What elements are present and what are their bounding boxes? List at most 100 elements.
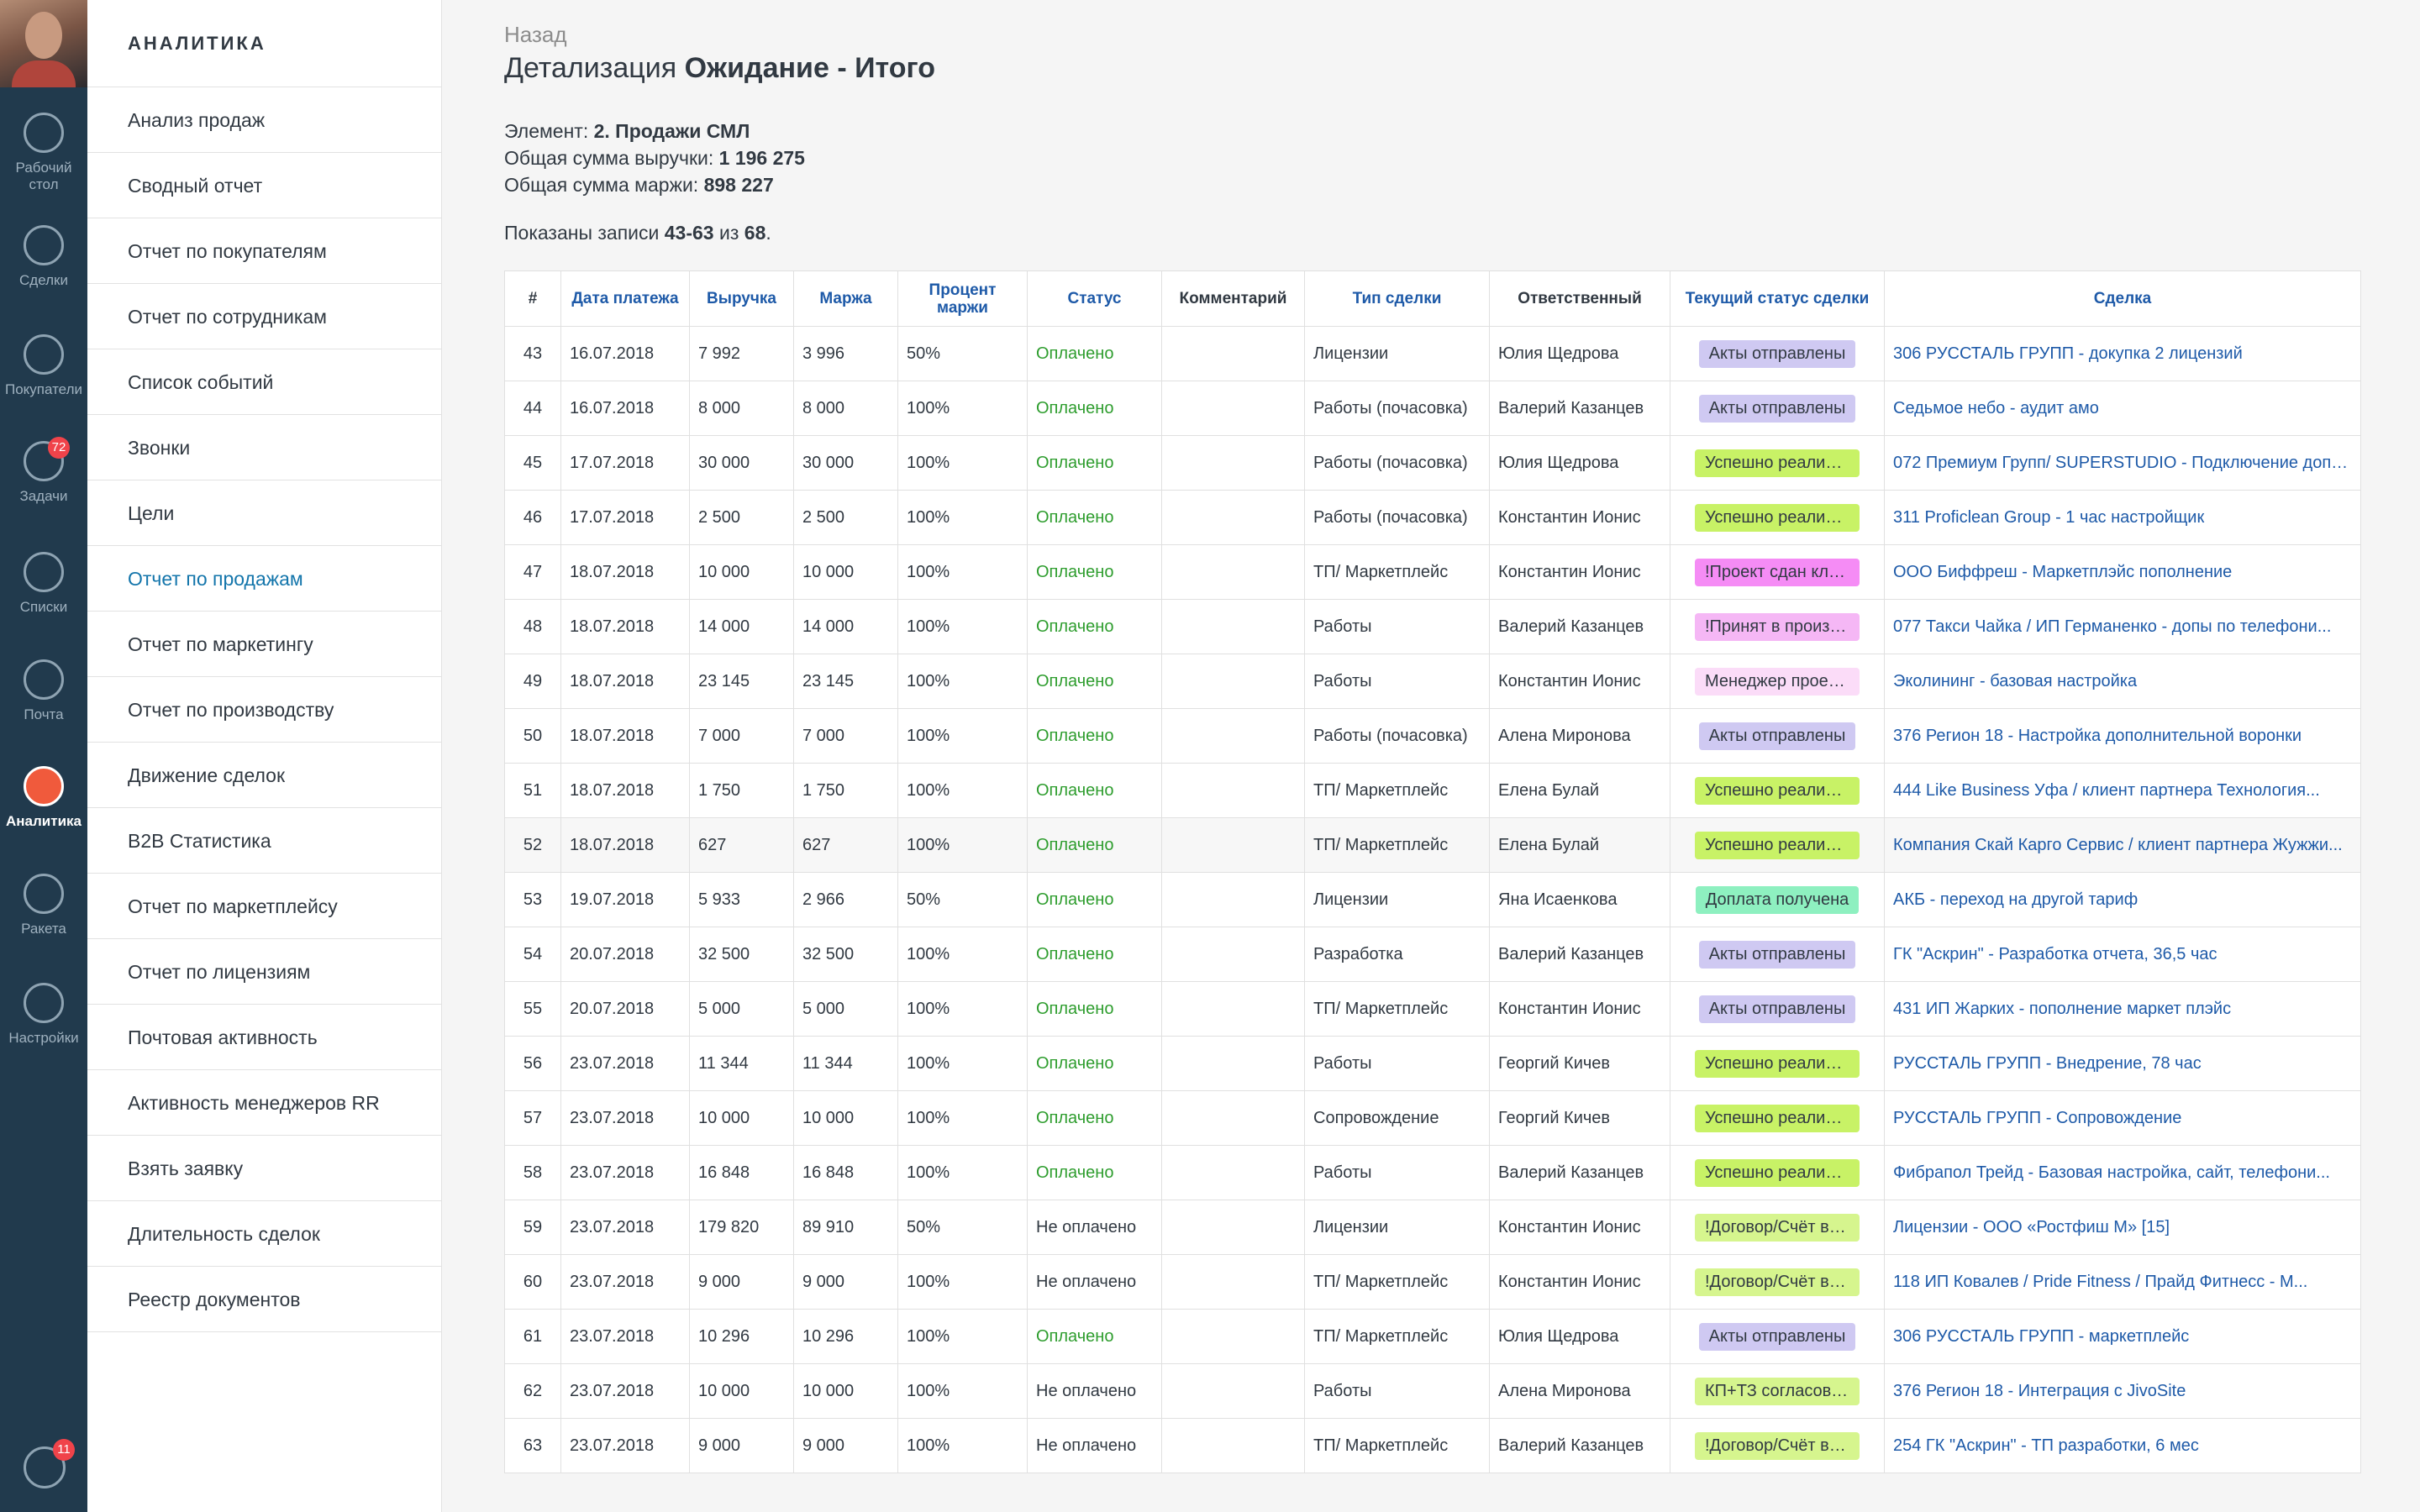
avatar[interactable] [0,0,87,87]
table-row: 43 16.07.2018 7 992 3 996 50% Оплачено Лицензи… [504,326,2361,381]
sidebar-item[interactable]: Анализ продаж [87,87,441,153]
column-header[interactable]: Маржа [793,270,898,327]
sidebar-item[interactable]: Отчет по маркетингу [87,612,441,677]
deal-link[interactable]: ГК "Аскрин" - Разработка отчета, 36,5 ча… [1884,927,2361,982]
table-cell: Лицензии [1304,1200,1490,1255]
table-cell: 50% [897,326,1028,381]
nav-item-lists[interactable]: Списки [0,552,87,616]
table-cell: Работы [1304,654,1490,709]
deal-link[interactable]: АКБ - переход на другой тариф [1884,872,2361,927]
table-cell: Работы (почасовка) [1304,435,1490,491]
deal-link[interactable]: Компания Скай Карго Сервис / клиент парт… [1884,817,2361,873]
column-header[interactable]: Статус [1027,270,1162,327]
chat-icon[interactable]: 11 [24,1439,75,1488]
back-link[interactable]: Назад [504,22,567,47]
sidebar-item[interactable]: Список событий [87,349,441,415]
deal-status-cell: Акты отправлены [1670,326,1885,381]
sidebar-heading: АНАЛИТИКА [87,0,441,87]
sidebar-item[interactable]: B2B Статистика [87,808,441,874]
sidebar-item[interactable]: Звонки [87,415,441,480]
sidebar-item[interactable]: Отчет по лицензиям [87,939,441,1005]
table-cell [1161,599,1305,654]
deal-link[interactable]: Лицензии - ООО «Ростфиш М» [15] [1884,1200,2361,1255]
deal-link[interactable]: 077 Такси Чайка / ИП Германенко - допы п… [1884,599,2361,654]
deal-link[interactable]: 254 ГК "Аскрин" - ТП разработки, 6 мес [1884,1418,2361,1473]
status-badge: Успешно реализов... [1695,1104,1860,1132]
deal-link[interactable]: РУССТАЛЬ ГРУПП - Сопровождение [1884,1090,2361,1146]
table-cell: 10 000 [689,1363,794,1419]
table-cell: Юлия Щедрова [1489,326,1670,381]
deal-link[interactable]: 444 Like Business Уфа / клиент партнера … [1884,763,2361,818]
nav-item-customers[interactable]: Покупатели [0,334,87,398]
deal-link[interactable]: ООО Биффреш - Маркетплэйс пополнение [1884,544,2361,600]
sidebar-item[interactable]: Движение сделок [87,743,441,808]
nav-item-dashboard[interactable]: Рабочий стол [0,113,87,193]
table-cell: 18.07.2018 [560,654,690,709]
table-cell: 58 [504,1145,561,1200]
column-header[interactable]: Сделка [1884,270,2361,327]
table-cell: 1 750 [689,763,794,818]
deal-link[interactable]: 118 ИП Ковалев / Pride Fitness / Прайд Ф… [1884,1254,2361,1310]
deal-link[interactable]: Эколининг - базовая настройка [1884,654,2361,709]
table-cell: 100% [897,1309,1028,1364]
table-cell: 54 [504,927,561,982]
deal-link[interactable]: Седьмое небо - аудит амо [1884,381,2361,436]
deal-link[interactable]: 431 ИП Жарких - пополнение маркет плэйс [1884,981,2361,1037]
sidebar-item[interactable]: Сводный отчет [87,153,441,218]
deal-status-cell: Акты отправлены [1670,381,1885,436]
table-cell: 16 848 [793,1145,898,1200]
deal-link[interactable]: 306 РУССТАЛЬ ГРУПП - маркетплейс [1884,1309,2361,1364]
table-cell [1161,927,1305,982]
status-badge: Менеджер проект... [1695,667,1860,696]
nav-item-settings[interactable]: Настройки [0,983,87,1047]
deal-link[interactable]: 311 Proficlean Group - 1 час настройщик [1884,490,2361,545]
table-cell: 10 000 [793,1363,898,1419]
deal-link[interactable]: 376 Регион 18 - Интеграция с JivoSite [1884,1363,2361,1419]
table-cell: 100% [897,981,1028,1037]
column-header[interactable]: Текущий статус сделки [1670,270,1885,327]
nav-item-deals[interactable]: Сделки [0,225,87,289]
deal-link[interactable]: РУССТАЛЬ ГРУПП - Внедрение, 78 час [1884,1036,2361,1091]
deal-link[interactable]: 306 РУССТАЛЬ ГРУПП - докупка 2 лицензий [1884,326,2361,381]
table-cell: Юлия Щедрова [1489,435,1670,491]
column-header[interactable]: Выручка [689,270,794,327]
sidebar-item[interactable]: Активность менеджеров RR [87,1070,441,1136]
sidebar-item[interactable]: Отчет по покупателям [87,218,441,284]
column-header[interactable]: Тип сделки [1304,270,1490,327]
column-header[interactable]: Дата платежа [560,270,690,327]
deal-link[interactable]: 072 Премиум Групп/ SUPERSTUDIO - Подключ… [1884,435,2361,491]
deal-status-cell: Акты отправлены [1670,981,1885,1037]
column-header[interactable]: # [504,270,561,327]
table-cell [1161,654,1305,709]
table-cell [1161,872,1305,927]
nav-item-analytics[interactable]: Аналитика [0,766,87,830]
column-header[interactable]: Процент маржи [897,270,1028,327]
sidebar-item[interactable]: Отчет по маркетплейсу [87,874,441,939]
status-badge: !Договор/Счёт выс... [1695,1268,1860,1296]
sidebar-item[interactable]: Отчет по продажам [87,546,441,612]
sidebar-item[interactable]: Цели [87,480,441,546]
sidebar-item[interactable]: Длительность сделок [87,1201,441,1267]
column-header[interactable]: Комментарий [1161,270,1305,327]
table-cell: 14 000 [689,599,794,654]
sidebar-item[interactable]: Отчет по сотрудникам [87,284,441,349]
sidebar-item[interactable]: Почтовая активность [87,1005,441,1070]
sidebar-item[interactable]: Отчет по производству [87,677,441,743]
deal-link[interactable]: Фибрапол Трейд - Базовая настройка, сайт… [1884,1145,2361,1200]
table-cell: Работы (почасовка) [1304,490,1490,545]
table-cell: ТП/ Маркетплейс [1304,1254,1490,1310]
table-cell: 9 000 [793,1418,898,1473]
nav-item-mail[interactable]: Почта [0,659,87,723]
sidebar-item[interactable]: Взять заявку [87,1136,441,1201]
column-header[interactable]: Ответственный [1489,270,1670,327]
table-row: 53 19.07.2018 5 933 2 966 50% Оплачено Лицензи… [504,872,2361,927]
deal-link[interactable]: 376 Регион 18 - Настройка дополнительной… [1884,708,2361,764]
table-row: 52 18.07.2018 627 627 100% Оплачено ТП/ Маркет… [504,817,2361,873]
nav-item-rocket[interactable]: Ракета [0,874,87,937]
table-cell: 32 500 [689,927,794,982]
table-cell: ТП/ Маркетплейс [1304,981,1490,1037]
nav-item-label: Аналитика [6,813,82,829]
nav-item-tasks[interactable]: 72 Задачи [0,437,87,505]
table-cell: 100% [897,599,1028,654]
sidebar-item[interactable]: Реестр документов [87,1267,441,1332]
